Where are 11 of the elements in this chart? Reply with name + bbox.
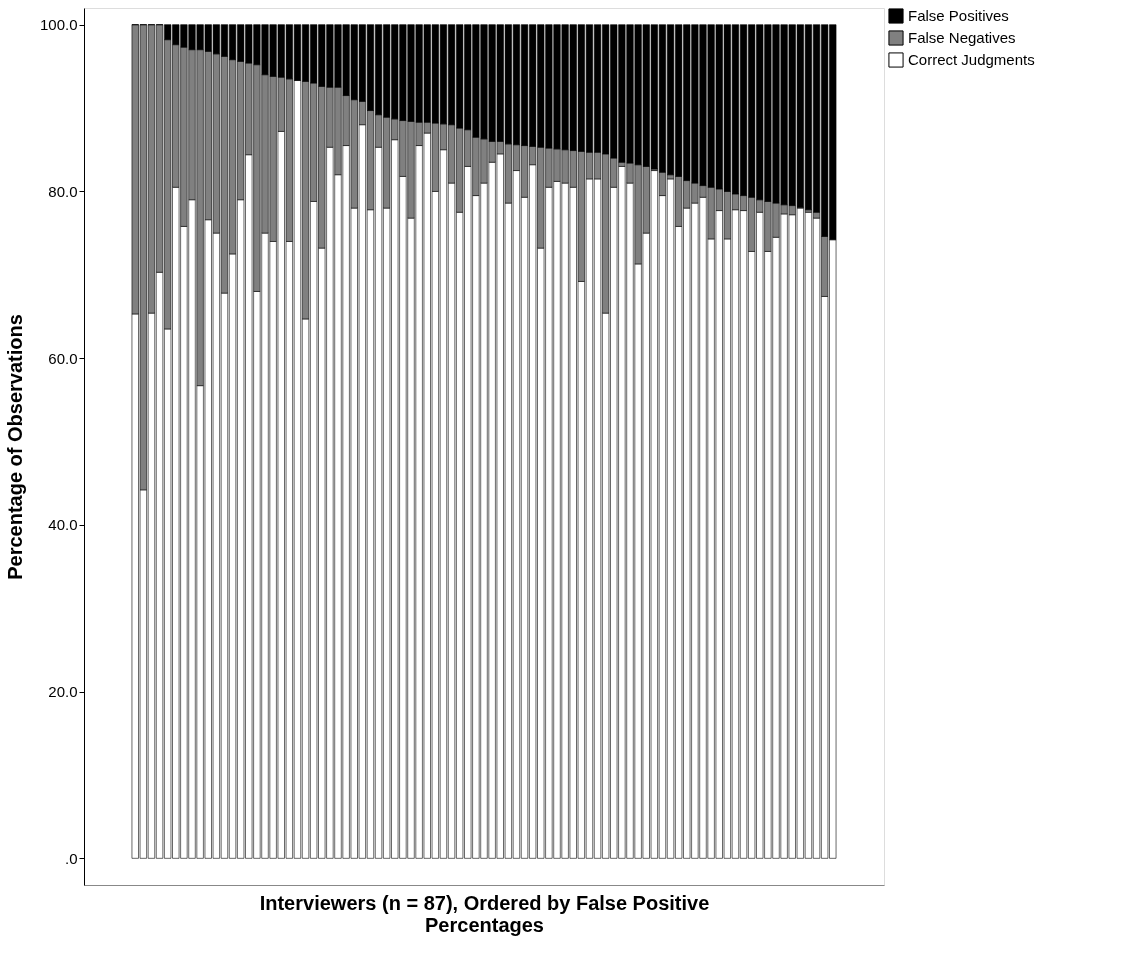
legend-label: False Positives	[908, 7, 1009, 24]
y-axis-title: Percentage of Observations	[3, 314, 26, 580]
y-tick-label: 20.0	[48, 683, 78, 701]
legend-label: Correct Judgments	[908, 51, 1035, 68]
y-tick-label: 100.0	[39, 16, 78, 34]
x-axis-title: Interviewers (n = 87), Ordered by False Positive Percentages	[259, 891, 710, 936]
y-tick-label: .0	[64, 849, 78, 867]
y-tick-label: 80.0	[48, 182, 78, 200]
y-tick-label: 60.0	[48, 349, 78, 367]
legend-label: False Negatives	[908, 29, 1016, 46]
y-tick-label: 40.0	[48, 516, 78, 534]
